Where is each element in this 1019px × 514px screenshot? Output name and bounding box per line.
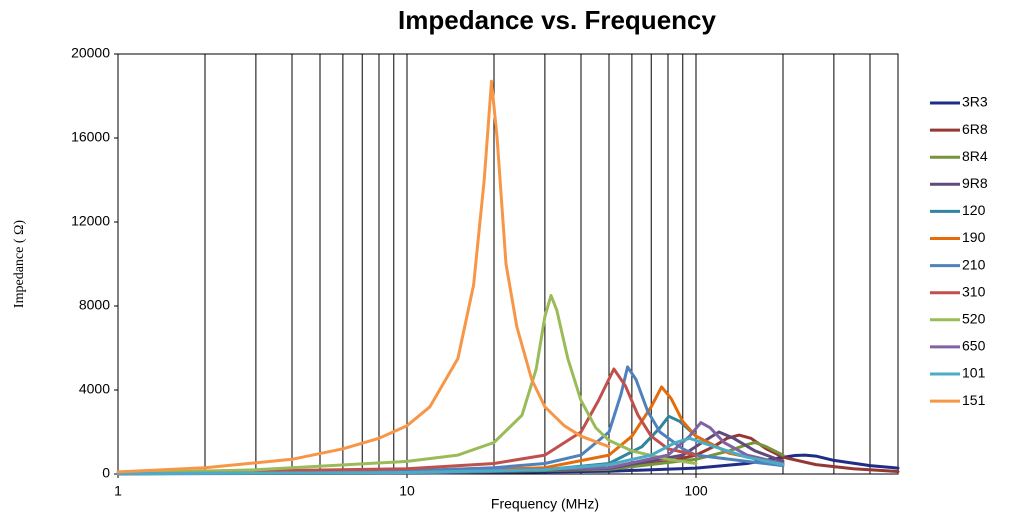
legend-label: 6R8 <box>962 121 988 137</box>
legend-label: 101 <box>962 365 986 381</box>
series-line <box>116 294 698 475</box>
x-tick-label: 10 <box>399 483 415 499</box>
series-line <box>116 367 698 475</box>
legend-label: 9R8 <box>962 175 988 191</box>
y-tick-label: 8000 <box>79 297 110 313</box>
legend-label: 120 <box>962 202 986 218</box>
x-tick-label: 100 <box>684 483 708 499</box>
y-tick-label: 0 <box>102 465 110 481</box>
legend-label: 151 <box>962 392 986 408</box>
x-tick-label: 1 <box>114 483 122 499</box>
y-tick-label: 12000 <box>71 213 110 229</box>
legend-label: 210 <box>962 256 986 272</box>
legend-label: 190 <box>962 229 986 245</box>
legend-label: 310 <box>962 283 986 299</box>
y-axis-label: Impedance ( Ω) <box>12 220 27 308</box>
y-tick-label: 20000 <box>71 45 110 61</box>
legend-label: 520 <box>962 311 986 327</box>
legend-label: 650 <box>962 338 986 354</box>
legend-label: 8R4 <box>962 148 988 164</box>
y-tick-label: 16000 <box>71 129 110 145</box>
y-tick-label: 4000 <box>79 381 110 397</box>
plot-frame <box>117 53 899 475</box>
legend-label: 3R3 <box>962 94 988 110</box>
series-line <box>116 79 611 474</box>
series-line <box>116 436 785 476</box>
x-axis-label: Frequency (MHz) <box>491 496 599 512</box>
chart-title: Impedance vs. Frequency <box>398 5 716 35</box>
